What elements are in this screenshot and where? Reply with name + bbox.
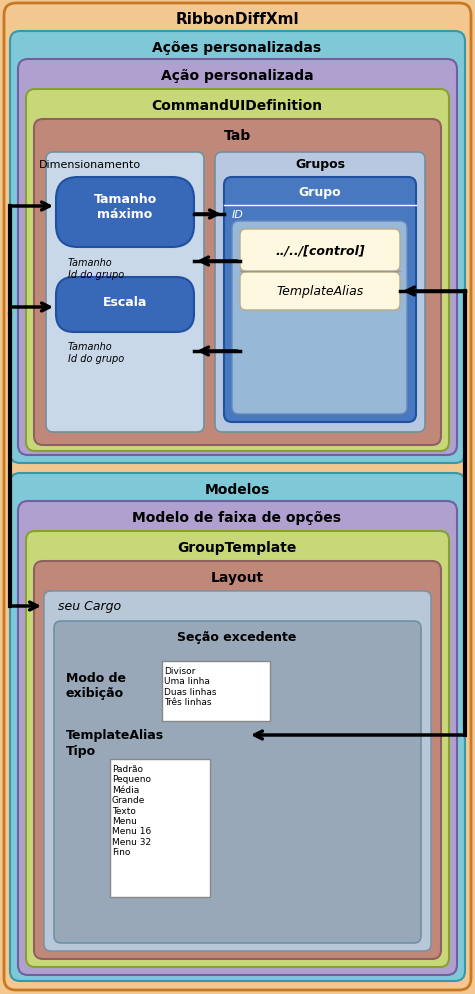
Text: Layout: Layout	[210, 571, 264, 584]
FancyBboxPatch shape	[26, 89, 449, 451]
FancyBboxPatch shape	[54, 621, 421, 943]
Text: GroupTemplate: GroupTemplate	[177, 541, 297, 555]
Text: Dimensionamento: Dimensionamento	[39, 160, 141, 170]
FancyBboxPatch shape	[46, 153, 204, 432]
Text: Grupos: Grupos	[295, 158, 345, 171]
Text: CommandUIDefinition: CommandUIDefinition	[152, 98, 323, 113]
FancyBboxPatch shape	[240, 230, 400, 271]
Text: Modo de
exibição: Modo de exibição	[66, 671, 126, 700]
FancyBboxPatch shape	[240, 272, 400, 311]
FancyBboxPatch shape	[232, 222, 407, 414]
Text: ID: ID	[232, 210, 244, 220]
FancyBboxPatch shape	[18, 60, 457, 455]
FancyBboxPatch shape	[34, 562, 441, 959]
FancyBboxPatch shape	[26, 532, 449, 967]
Text: Ação personalizada: Ação personalizada	[161, 69, 314, 83]
Text: Escala: Escala	[103, 296, 147, 309]
Text: Tamanho
máximo: Tamanho máximo	[94, 193, 157, 221]
Text: Divisor
Uma linha
Duas linhas
Três linhas: Divisor Uma linha Duas linhas Três linha…	[164, 666, 217, 707]
Text: Tamanho
Id do grupo: Tamanho Id do grupo	[68, 257, 124, 279]
Text: Ações personalizadas: Ações personalizadas	[152, 41, 322, 55]
Text: Tipo: Tipo	[66, 745, 96, 757]
Bar	[162, 661, 270, 722]
Text: Modelo de faixa de opções: Modelo de faixa de opções	[133, 511, 342, 525]
FancyBboxPatch shape	[224, 178, 416, 422]
FancyBboxPatch shape	[44, 591, 431, 951]
FancyBboxPatch shape	[18, 502, 457, 975]
FancyBboxPatch shape	[215, 153, 425, 432]
Text: Padrão
Pequeno
Média
Grande
Texto
Menu
Menu 16
Menu 32
Fino: Padrão Pequeno Média Grande Texto Menu M…	[112, 764, 151, 857]
Text: ../../[control]: ../../[control]	[275, 245, 365, 257]
FancyBboxPatch shape	[4, 4, 471, 990]
FancyBboxPatch shape	[56, 277, 194, 333]
Bar	[110, 759, 210, 898]
FancyBboxPatch shape	[34, 120, 441, 445]
FancyBboxPatch shape	[56, 178, 194, 248]
Text: Tab: Tab	[223, 129, 251, 143]
Text: Grupo: Grupo	[299, 186, 342, 200]
Text: seu Cargo: seu Cargo	[58, 600, 121, 613]
Text: TemplateAlias: TemplateAlias	[276, 285, 364, 298]
Text: Seção excedente: Seção excedente	[177, 631, 297, 644]
FancyBboxPatch shape	[10, 32, 465, 463]
Text: Tamanho
Id do grupo: Tamanho Id do grupo	[68, 342, 124, 363]
FancyBboxPatch shape	[10, 473, 465, 981]
Text: Modelos: Modelos	[204, 482, 270, 496]
Text: TemplateAlias: TemplateAlias	[66, 729, 164, 742]
Text: RibbonDiffXml: RibbonDiffXml	[175, 13, 299, 28]
